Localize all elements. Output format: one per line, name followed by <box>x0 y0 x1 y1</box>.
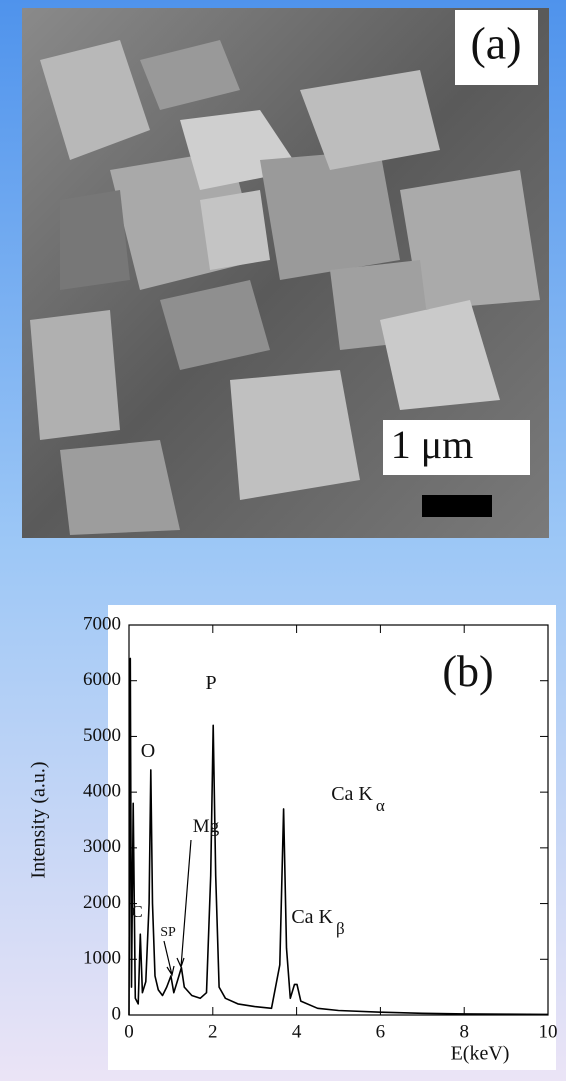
scale-label: 1 μm <box>391 422 474 467</box>
panel-label: (a) <box>470 18 521 69</box>
y-axis-label: Intensity (a.u.) <box>28 761 50 878</box>
y-tick-label: 6000 <box>83 669 121 690</box>
x-tick-label: 4 <box>292 1021 302 1042</box>
y-tick-label: 0 <box>112 1003 122 1024</box>
annotation-text: SP <box>160 925 176 940</box>
annotation-text: C <box>131 902 142 921</box>
annotation-text: P <box>205 672 216 694</box>
annotation-text: O <box>141 740 155 762</box>
y-tick-label: 2000 <box>83 892 121 913</box>
y-tick-label: 7000 <box>83 613 121 634</box>
annotation-subscript: β <box>336 919 345 938</box>
x-tick-label: 8 <box>459 1021 469 1042</box>
figure: (a) 1 μm 0 1000 2000 3000 4000 5000 6000 7000 0 2… <box>0 0 566 1081</box>
panel-label: (b) <box>442 647 493 696</box>
page: {"image": {"label": "(a)", "scale_label"… <box>0 0 566 1081</box>
x-tick-label: 0 <box>124 1021 134 1042</box>
y-tick-label: 5000 <box>83 725 121 746</box>
x-tick-label: 10 <box>539 1021 558 1042</box>
annotation: Mg <box>193 816 220 837</box>
annotation-text: Ca K <box>291 906 333 928</box>
annotation-subscript: α <box>376 796 385 815</box>
annotation: SP <box>160 925 176 940</box>
y-tick-label: 4000 <box>83 781 121 802</box>
annotation-text: Mg <box>193 816 220 837</box>
annotation: O <box>141 740 155 762</box>
x-axis-label: E(keV) <box>451 1043 510 1065</box>
x-tick-label: 2 <box>208 1021 218 1042</box>
y-tick-label: 1000 <box>83 948 121 969</box>
x-tick-label: 6 <box>376 1021 386 1042</box>
annotation: C <box>131 902 142 921</box>
annotation: P <box>205 672 216 694</box>
y-tick-label: 3000 <box>83 836 121 857</box>
annotation-text: Ca K <box>331 783 373 805</box>
